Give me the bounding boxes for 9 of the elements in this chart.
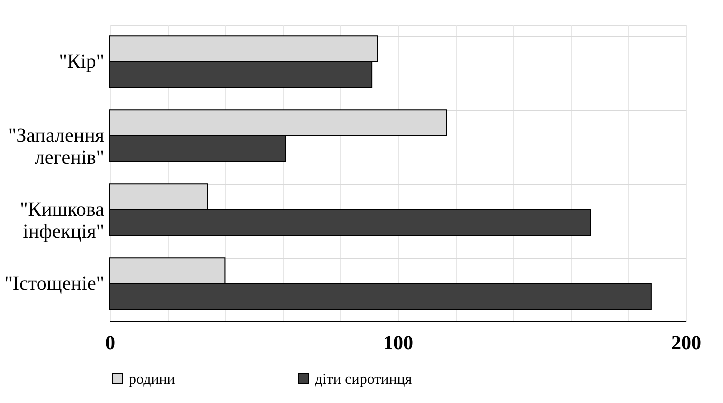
x-tick-label: 200 [672,332,702,354]
y-tick-label: "Кір" [59,51,104,73]
legend-label: родини [129,372,176,388]
y-tick-label: "Кишкова інфекція" [20,199,105,243]
x-tick-label: 100 [384,332,414,354]
y-tick-label: "Істощеніе" [4,273,104,295]
y-tick-label: "Запалення легенів" [8,125,104,169]
x-tick-label: 0 [106,332,116,354]
legend-label: діти сиротинця [315,372,412,388]
